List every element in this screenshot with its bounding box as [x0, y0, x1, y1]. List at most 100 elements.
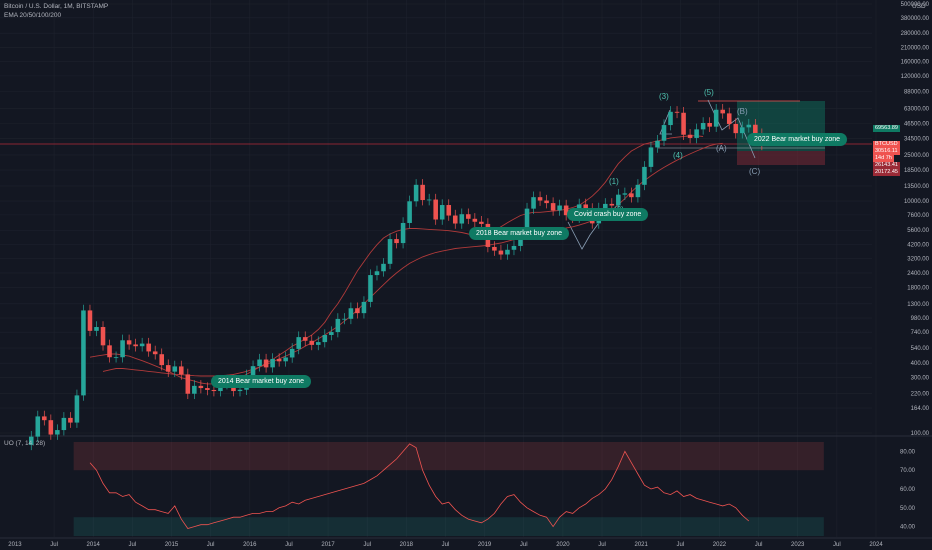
wave-1-label: (1) [609, 177, 619, 186]
candle-body [74, 395, 80, 423]
time-tick-label: Jul [755, 542, 763, 548]
candle-body [753, 124, 758, 135]
wave-c-label: (C) [749, 167, 760, 176]
price-tick-label: 46500.00 [904, 122, 930, 128]
candle-body [179, 366, 184, 375]
time-tick-label: Jul [129, 542, 137, 548]
candle-body [133, 344, 138, 347]
candle-body [622, 193, 628, 195]
candle-body [126, 340, 132, 345]
candle-body [276, 358, 282, 362]
time-axis[interactable]: 2013 Jul 2014 Jul 2015 Jul 2016 Jul 2017 Jul 2018 J… [8, 542, 883, 548]
candle-body [661, 125, 667, 141]
candle-body [707, 122, 712, 127]
time-tick-label: 2017 [321, 542, 335, 548]
stop2-tag: 20172.45 [873, 169, 900, 176]
candle-body [289, 348, 295, 358]
uo-bands [73, 442, 824, 536]
ema-long-line [102, 142, 723, 377]
price-tick-label: 380000.00 [901, 16, 930, 22]
price-tick-label: 25000.00 [904, 153, 930, 159]
price-tick-label: 164.00 [911, 406, 930, 412]
candle-body [492, 246, 497, 251]
candle-body [648, 147, 654, 167]
candle-body [342, 318, 347, 320]
candle-body [185, 374, 191, 394]
candle-body [94, 327, 99, 331]
chart-title: Bitcoin / U.S. Dollar, 1M, BITSTAMP [4, 3, 109, 10]
price-axis[interactable]: 100.00 164.00 220.00 300.00 400.00 540.00 740.… [901, 2, 930, 437]
price-tick-label: 88000.00 [904, 90, 930, 96]
time-tick-label: 2020 [556, 542, 570, 548]
candle-body [283, 357, 288, 362]
candle-body [687, 134, 693, 138]
candle-body [250, 366, 256, 376]
price-tick-label: 3200.00 [907, 256, 929, 262]
ema-short-line [89, 135, 704, 385]
price-tick-label: 300.00 [911, 376, 930, 382]
time-tick-label: 2014 [87, 542, 101, 548]
candle-body [635, 184, 641, 198]
candle-body [511, 245, 517, 250]
candle-body [120, 340, 125, 358]
time-tick-label: 2022 [713, 542, 727, 548]
candle-body [355, 308, 360, 314]
candle-body [165, 365, 171, 372]
zone-2018-label: 2018 Bear market buy zone [469, 227, 569, 240]
uo-overbought-band [73, 442, 824, 471]
price-tick-label: 540.00 [911, 346, 930, 352]
time-tick-label: Jul [676, 542, 684, 548]
candle-body [700, 122, 706, 130]
wave-4-label: (4) [673, 151, 683, 160]
stop1-tag: 26143.41 [873, 162, 900, 169]
candle-body [550, 203, 556, 211]
price-tick-label: 120000.00 [901, 74, 930, 80]
candle-body [172, 366, 178, 372]
uo-oversold-band [73, 517, 824, 536]
candle-body [374, 271, 380, 276]
candle-body [394, 239, 399, 244]
candle-body [152, 351, 158, 355]
candle-body [472, 218, 478, 222]
candle-body [205, 388, 210, 390]
candle-body [531, 197, 536, 209]
candle-body [733, 123, 739, 134]
candle-body [107, 345, 112, 358]
covid-wick-sketch [567, 221, 599, 250]
ema-legend: EMA 20/50/100/200 [4, 12, 62, 19]
candle-body [466, 214, 471, 219]
candle-body [479, 221, 484, 224]
candle-body [192, 385, 197, 394]
candle-body [55, 430, 60, 435]
time-tick-label: 2019 [478, 542, 492, 548]
candle-body [713, 109, 719, 127]
last-price-tag: 30516.11 [873, 148, 900, 155]
price-tick-label: 1800.00 [907, 285, 929, 291]
stop-box [737, 151, 825, 165]
candle-body [674, 111, 680, 113]
wave-5-label: (5) [704, 88, 714, 97]
wave-3-label: (3) [659, 92, 669, 101]
price-tick-label: 100.00 [911, 431, 930, 437]
time-tick-label: Jul [50, 542, 58, 548]
candle-body [42, 416, 47, 421]
candle-body [452, 215, 458, 224]
price-tick-label: 210000.00 [901, 46, 930, 52]
price-tick-label: 18500.00 [904, 168, 930, 174]
candle-body [603, 203, 608, 209]
candle-body [426, 199, 432, 201]
static-overlays [0, 99, 932, 539]
candle-body [433, 199, 438, 220]
wave-4-path [659, 109, 672, 135]
price-tick-label: 34500.00 [904, 137, 930, 143]
time-tick-label: Jul [598, 542, 606, 548]
uo-tick-label: 60.00 [900, 487, 916, 493]
candle-body [505, 249, 510, 255]
candle-body [420, 184, 425, 201]
candle-body [87, 310, 93, 331]
candle-body [498, 250, 504, 255]
candle-body [681, 112, 686, 135]
price-tick-label: 13500.00 [904, 184, 930, 190]
candle-body [348, 308, 354, 319]
